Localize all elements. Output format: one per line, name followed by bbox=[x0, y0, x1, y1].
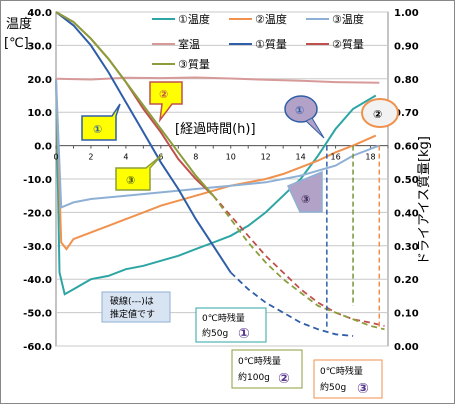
y-right-tick-8: 0.20 bbox=[394, 275, 419, 286]
x-tick-7: 14 bbox=[296, 153, 306, 162]
x-tick-0: 0 bbox=[53, 153, 58, 162]
residual-box-2-line2: 約100g bbox=[238, 371, 270, 383]
x-tick-1: 2 bbox=[88, 153, 93, 162]
legend-label-t1: ①温度 bbox=[178, 12, 210, 26]
y-right-tick-7: 0.30 bbox=[394, 242, 419, 253]
series-m3_est bbox=[212, 195, 385, 331]
y-left-tick-5: -10.0 bbox=[23, 175, 52, 186]
y-left-tick-10: -60.0 bbox=[23, 342, 52, 353]
callout-1-left-label: ① bbox=[93, 123, 102, 136]
residual-box-2-line1: 0℃時残量 bbox=[238, 355, 281, 367]
residual-box-1: 0℃時残量 約50g ① bbox=[195, 307, 267, 343]
residual-box-3-line2: 約50g bbox=[320, 381, 346, 393]
y-left-tick-6: -20.0 bbox=[23, 208, 52, 219]
residual-box-2-num: ② bbox=[278, 371, 290, 387]
series-m1 bbox=[55, 11, 232, 274]
note-box: 破線(---)は 推定値です bbox=[101, 291, 171, 323]
callout-3-left-shape bbox=[115, 154, 163, 191]
y-left-tick-1: 30.0 bbox=[27, 41, 52, 52]
note-box-bg bbox=[101, 291, 171, 323]
legend-label-m1: ①質量 bbox=[255, 37, 287, 51]
y-right-tick-5: 0.50 bbox=[394, 175, 419, 186]
series-room bbox=[55, 76, 380, 84]
series-m2_est bbox=[212, 195, 385, 327]
legend-label-t3: ③温度 bbox=[332, 12, 364, 26]
y-right-tick-10: 0.00 bbox=[394, 342, 419, 353]
callout-1-right-tail bbox=[305, 117, 325, 139]
y-left-tick-2: 20.0 bbox=[27, 75, 52, 86]
residual-box-1-num: ① bbox=[238, 326, 250, 342]
callout-1-right: ① bbox=[284, 95, 325, 139]
x-tick-2: 4 bbox=[123, 153, 128, 162]
legend-label-t2: ②温度 bbox=[255, 12, 287, 26]
residual-box-3: 0℃時残量 約50g ③ bbox=[313, 359, 383, 399]
callout-1-left: ① bbox=[81, 103, 121, 141]
y-left-label-line2: [℃] bbox=[4, 36, 29, 51]
callout-3-right-label: ③ bbox=[301, 193, 310, 206]
note-line1: 破線(---)は bbox=[110, 295, 154, 307]
callout-1-left-shape bbox=[81, 103, 121, 141]
x-tick-6: 12 bbox=[261, 153, 271, 162]
legend-label-room: 室温 bbox=[178, 37, 200, 51]
callout-3-left: ③ bbox=[115, 154, 163, 191]
callout-1-right-shape bbox=[284, 95, 318, 123]
y-left-tick-0: 40.0 bbox=[27, 8, 52, 19]
y-left-label-line1: 温度 bbox=[6, 16, 32, 32]
reference-lines-layer bbox=[326, 145, 381, 330]
residual-box-1-bg bbox=[195, 307, 267, 343]
y-left-tick-8: -40.0 bbox=[23, 275, 52, 286]
y-right-tick-9: 0.10 bbox=[394, 309, 419, 320]
callout-3-right: ③ bbox=[286, 170, 323, 213]
x-tick-8: 16 bbox=[330, 153, 340, 162]
note-line2: 推定値です bbox=[110, 308, 155, 320]
y-left-tick-3: 10.0 bbox=[27, 108, 52, 119]
y-right-tick-3: 0.70 bbox=[394, 108, 419, 119]
series-m3 bbox=[55, 11, 215, 197]
series-t3 bbox=[55, 78, 380, 209]
residual-box-2-bg bbox=[231, 349, 303, 389]
callout-2-top-shape bbox=[149, 81, 183, 123]
y-left-tick-4: 0.0 bbox=[34, 142, 52, 153]
series-t2 bbox=[55, 78, 377, 251]
residual-box-3-bg bbox=[313, 359, 383, 399]
residual-box-1-line2: 約50g bbox=[202, 327, 228, 339]
y-right-tick-1: 0.90 bbox=[394, 41, 419, 52]
callout-2-right-label: ② bbox=[373, 108, 382, 121]
callout-2-top: ② bbox=[149, 81, 183, 123]
y-left-tick-9: -50.0 bbox=[23, 309, 52, 320]
tick-labels-layer: 40.0 30.0 20.0 10.0 0.0 -10.0 -20.0 -30.0 -40.0 -… bbox=[23, 8, 419, 353]
callout-3-left-label: ③ bbox=[126, 174, 135, 187]
y-left-tick-7: -30.0 bbox=[23, 242, 52, 253]
series-m1_est bbox=[230, 271, 354, 337]
residual-box-3-line1: 0℃時残量 bbox=[320, 365, 363, 377]
legend-label-m2: ②質量 bbox=[332, 37, 364, 51]
callout-1-right-label: ① bbox=[295, 104, 304, 117]
x-tick-5: 10 bbox=[226, 153, 236, 162]
residual-box-2: 0℃時残量 約100g ② bbox=[231, 349, 303, 389]
residual-box-3-num: ③ bbox=[357, 381, 369, 397]
callout-2-top-label: ② bbox=[159, 88, 168, 101]
legend-label-m3: ③質量 bbox=[178, 57, 210, 71]
y-right-tick-6: 0.40 bbox=[394, 208, 419, 219]
y-right-tick-2: 0.80 bbox=[394, 75, 419, 86]
legend: ①温度 ②温度 ③温度 室温 ①質量 ②質量 ③質量 bbox=[152, 12, 364, 71]
y-right-tick-4: 0.60 bbox=[394, 142, 419, 153]
callout-3-right-shape bbox=[286, 170, 323, 213]
x-tick-9: 18 bbox=[365, 153, 375, 162]
residual-box-1-line1: 0℃時残量 bbox=[202, 312, 245, 324]
x-tick-4: 8 bbox=[193, 153, 198, 162]
y-right-tick-0: 1.00 bbox=[394, 8, 419, 19]
callout-2-right: ② bbox=[361, 98, 399, 128]
y-right-label: ドライアイス質量[kg] bbox=[417, 136, 432, 265]
series-layer bbox=[55, 11, 385, 337]
x-axis-label: [経過時間(h)] bbox=[175, 122, 256, 137]
callout-2-right-shape bbox=[361, 98, 399, 128]
